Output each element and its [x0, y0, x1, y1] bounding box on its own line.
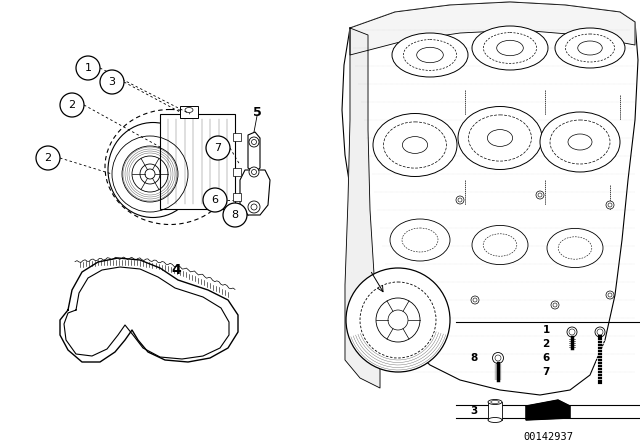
- Circle shape: [206, 136, 230, 160]
- Text: 1: 1: [84, 63, 92, 73]
- Polygon shape: [342, 2, 638, 395]
- Text: 6: 6: [542, 353, 550, 363]
- Bar: [233, 168, 241, 176]
- Ellipse shape: [488, 400, 502, 405]
- Bar: [160, 114, 235, 209]
- Text: 7: 7: [214, 143, 221, 153]
- Text: 2: 2: [542, 339, 550, 349]
- Circle shape: [100, 70, 124, 94]
- Polygon shape: [345, 28, 380, 388]
- Circle shape: [567, 327, 577, 337]
- Text: 5: 5: [253, 105, 261, 119]
- Text: 7: 7: [542, 367, 550, 377]
- Ellipse shape: [390, 219, 450, 261]
- Polygon shape: [248, 132, 260, 172]
- Polygon shape: [526, 400, 570, 420]
- Ellipse shape: [392, 33, 468, 77]
- Circle shape: [60, 93, 84, 117]
- Circle shape: [76, 56, 100, 80]
- Text: 4: 4: [171, 263, 181, 277]
- Ellipse shape: [472, 26, 548, 70]
- Ellipse shape: [488, 418, 502, 422]
- Polygon shape: [350, 2, 635, 55]
- Circle shape: [249, 167, 259, 177]
- Polygon shape: [240, 170, 270, 215]
- Circle shape: [248, 201, 260, 213]
- Circle shape: [536, 191, 544, 199]
- Circle shape: [471, 296, 479, 304]
- Text: 8: 8: [470, 353, 477, 363]
- Circle shape: [493, 353, 504, 363]
- Ellipse shape: [373, 113, 457, 177]
- Bar: [488, 402, 502, 420]
- Ellipse shape: [540, 112, 620, 172]
- Bar: [233, 133, 241, 141]
- Circle shape: [595, 327, 605, 337]
- Circle shape: [346, 268, 450, 372]
- Circle shape: [456, 196, 464, 204]
- Bar: [180, 106, 198, 118]
- Circle shape: [551, 301, 559, 309]
- Text: 3: 3: [470, 406, 477, 416]
- Ellipse shape: [105, 109, 235, 224]
- Circle shape: [36, 146, 60, 170]
- Circle shape: [203, 188, 227, 212]
- Ellipse shape: [108, 122, 198, 217]
- Text: 8: 8: [232, 210, 239, 220]
- Ellipse shape: [555, 28, 625, 68]
- Circle shape: [249, 137, 259, 147]
- Circle shape: [606, 201, 614, 209]
- Ellipse shape: [472, 225, 528, 265]
- Text: 00142937: 00142937: [523, 432, 573, 442]
- Text: 2: 2: [68, 100, 76, 110]
- Circle shape: [223, 203, 247, 227]
- Polygon shape: [60, 258, 238, 362]
- Circle shape: [388, 310, 408, 330]
- Text: 6: 6: [211, 195, 218, 205]
- Ellipse shape: [547, 228, 603, 267]
- Text: 3: 3: [109, 77, 115, 87]
- Ellipse shape: [458, 107, 542, 169]
- Circle shape: [606, 291, 614, 299]
- Text: 1: 1: [542, 325, 550, 335]
- Text: 2: 2: [44, 153, 52, 163]
- Circle shape: [145, 169, 155, 179]
- Bar: [233, 193, 241, 201]
